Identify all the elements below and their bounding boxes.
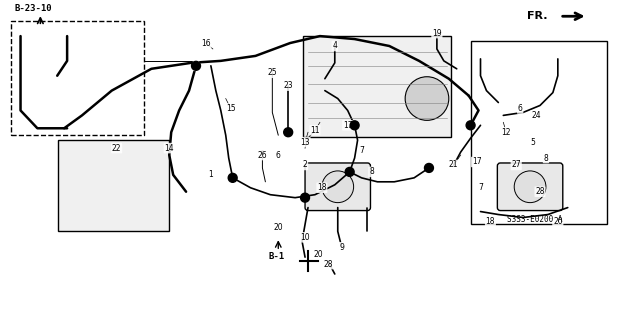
Circle shape: [284, 128, 293, 137]
Circle shape: [301, 193, 309, 202]
Text: 25: 25: [267, 68, 277, 77]
Circle shape: [350, 121, 359, 130]
Text: 20: 20: [553, 217, 562, 226]
Text: 20: 20: [273, 223, 283, 232]
Text: B-23-10: B-23-10: [15, 4, 52, 13]
Text: 19: 19: [432, 28, 441, 38]
Text: 27: 27: [512, 160, 521, 170]
Text: 15: 15: [226, 104, 236, 113]
Text: 16: 16: [201, 38, 211, 48]
Text: 21: 21: [449, 160, 459, 170]
Text: 7: 7: [478, 183, 483, 192]
Text: 23: 23: [283, 81, 293, 90]
FancyBboxPatch shape: [471, 41, 608, 224]
Text: 28: 28: [535, 187, 545, 196]
Text: 7: 7: [359, 146, 364, 155]
Text: 6: 6: [276, 150, 281, 160]
Text: 12: 12: [502, 128, 511, 137]
Text: B-1: B-1: [268, 252, 285, 261]
Text: 6: 6: [518, 104, 523, 113]
Text: 17: 17: [343, 121, 353, 130]
Text: FR.: FR.: [528, 11, 548, 21]
Text: 26: 26: [257, 150, 267, 160]
Text: 24: 24: [531, 111, 541, 120]
Text: 2: 2: [303, 160, 308, 170]
Circle shape: [466, 121, 475, 130]
Text: 8: 8: [544, 154, 548, 163]
Text: 8: 8: [369, 167, 374, 176]
Circle shape: [228, 173, 237, 182]
Text: 13: 13: [300, 138, 310, 147]
Text: 18: 18: [485, 217, 495, 226]
Text: 17: 17: [472, 157, 481, 166]
FancyBboxPatch shape: [58, 140, 169, 231]
Text: 10: 10: [300, 233, 310, 242]
FancyBboxPatch shape: [497, 163, 563, 211]
Text: 4: 4: [332, 42, 337, 51]
Circle shape: [322, 171, 353, 203]
Text: 3: 3: [193, 61, 198, 70]
Text: 9: 9: [339, 243, 344, 252]
FancyBboxPatch shape: [305, 163, 371, 211]
Text: 1: 1: [208, 170, 213, 180]
Text: 28: 28: [323, 260, 332, 268]
Circle shape: [405, 77, 449, 120]
Circle shape: [192, 61, 200, 70]
FancyBboxPatch shape: [303, 36, 451, 137]
Text: 18: 18: [317, 183, 327, 192]
Text: 14: 14: [164, 144, 174, 153]
Text: 22: 22: [112, 144, 122, 153]
Text: 11: 11: [310, 126, 320, 135]
Circle shape: [345, 167, 354, 176]
Text: 20: 20: [313, 250, 323, 259]
Text: S3S3-E0200 A: S3S3-E0200 A: [507, 215, 563, 224]
Text: 5: 5: [531, 138, 536, 147]
Circle shape: [425, 164, 433, 172]
Circle shape: [514, 171, 546, 203]
